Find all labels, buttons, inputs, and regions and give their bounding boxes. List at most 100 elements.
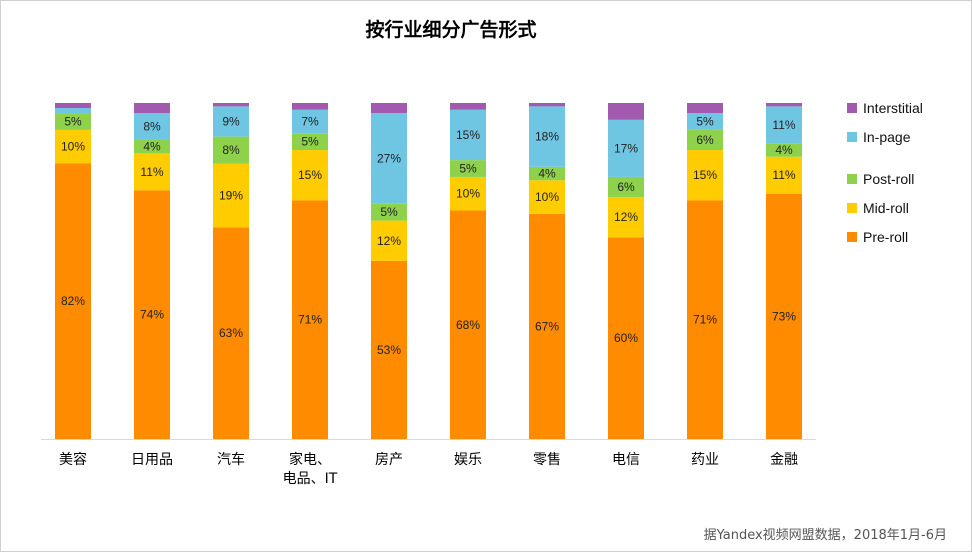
data-label-post-roll-5: 5%: [380, 205, 398, 219]
bar-segment-interstitial-6: [450, 103, 486, 110]
legend-label-in-page: In-page: [863, 129, 911, 145]
legend-item-interstitial: Interstitial: [847, 99, 923, 117]
bar-segment-post-roll-2: [134, 139, 170, 154]
x-tick-label-4-line-2: 电品、IT: [283, 471, 338, 487]
data-label-in-page-4: 7%: [301, 114, 319, 128]
x-tick-label-4-line-1: 家电、: [289, 451, 331, 468]
bar-segment-in-page-6: [450, 109, 486, 161]
bar-segment-mid-roll-8: [608, 197, 644, 238]
x-tick-label-5: 房产: [375, 452, 403, 468]
bar-segment-interstitial-7: [529, 103, 565, 107]
x-tick-label-1: 美容: [59, 451, 87, 468]
data-label-mid-roll-8: 12%: [614, 210, 638, 224]
legend-label-mid-roll: Mid-roll: [863, 200, 909, 216]
data-label-pre-roll-3: 63%: [219, 326, 243, 340]
bar-segment-mid-roll-10: [766, 156, 802, 194]
data-label-pre-roll-9: 71%: [693, 313, 717, 327]
legend-label-post-roll: Post-roll: [863, 171, 915, 187]
legend-item-pre-roll: Pre-roll: [847, 228, 908, 246]
bar-segment-mid-roll-6: [450, 176, 486, 211]
bar-segment-mid-roll-5: [371, 220, 407, 261]
bar-segment-interstitial-2: [134, 103, 170, 114]
bar-segment-post-roll-6: [450, 160, 486, 177]
data-label-mid-roll-9: 15%: [693, 168, 717, 182]
data-label-post-roll-9: 6%: [696, 133, 714, 147]
data-label-mid-roll-4: 15%: [298, 168, 322, 182]
data-label-post-roll-3: 8%: [222, 143, 240, 157]
data-label-mid-roll-10: 11%: [772, 168, 795, 182]
bar-segment-post-roll-4: [292, 133, 328, 151]
chart-title: 按行业细分广告形式: [365, 19, 537, 41]
data-label-pre-roll-8: 60%: [614, 331, 638, 345]
data-label-pre-roll-2: 74%: [140, 308, 164, 322]
data-label-pre-roll-6: 68%: [456, 318, 480, 332]
bar-segment-mid-roll-9: [687, 150, 723, 201]
bar-segment-post-roll-9: [687, 129, 723, 151]
data-label-in-page-9: 5%: [696, 114, 714, 128]
legend-swatch-in-page: [847, 132, 857, 143]
data-label-mid-roll-2: 11%: [140, 165, 163, 179]
bar-segment-interstitial-3: [213, 103, 249, 107]
bar-segment-pre-roll-10: [766, 193, 802, 439]
bar-segment-pre-roll-3: [213, 227, 249, 439]
bar-segment-interstitial-5: [371, 103, 407, 114]
bar-segment-post-roll-5: [371, 203, 407, 221]
bar-segment-post-roll-7: [529, 166, 565, 181]
x-tick-label-3: 汽车: [217, 451, 245, 468]
bar-segment-in-page-8: [608, 119, 644, 177]
legend-label-pre-roll: Pre-roll: [863, 229, 909, 245]
data-label-in-page-2: 8%: [143, 120, 161, 134]
legend-swatch-interstitial: [847, 103, 857, 114]
data-label-pre-roll-1: 82%: [61, 294, 85, 308]
bar-segment-interstitial-9: [687, 103, 723, 114]
bar-segment-in-page-3: [213, 106, 249, 137]
bar-segment-in-page-2: [134, 113, 170, 140]
data-label-post-roll-6: 5%: [459, 162, 477, 176]
bar-segment-interstitial-4: [292, 103, 328, 110]
x-tick-label-9: 药业: [691, 452, 719, 468]
data-label-mid-roll-7: 10%: [535, 190, 559, 204]
bar-segment-in-page-7: [529, 106, 565, 167]
data-label-post-roll-2: 4%: [143, 140, 161, 154]
data-label-post-roll-8: 6%: [617, 180, 635, 194]
bars-group: 82% 10% 5% 74% 11% 4% 8% 63% 19% 8% 9% 71% 15% 5% 7% 53…: [55, 103, 802, 440]
bar-segment-post-roll-10: [766, 143, 802, 157]
bar-segment-interstitial-1: [55, 103, 91, 109]
data-label-post-roll-10: 4%: [775, 143, 793, 157]
bar-segment-pre-roll-4: [292, 200, 328, 439]
bar-segment-mid-roll-3: [213, 163, 249, 228]
bar-segment-mid-roll-4: [292, 150, 328, 201]
legend-item-post-roll: Post-roll: [847, 170, 914, 188]
data-label-post-roll-1: 5%: [64, 114, 82, 128]
data-label-in-page-10: 11%: [772, 118, 795, 132]
bar-segment-interstitial-8: [608, 103, 644, 120]
x-tick-label-7: 零售: [533, 452, 561, 468]
data-label-in-page-6: 15%: [456, 128, 480, 142]
bar-segment-interstitial-10: [766, 103, 802, 107]
data-label-in-page-5: 27%: [377, 151, 401, 165]
bar-segment-post-roll-1: [55, 113, 91, 130]
data-label-in-page-7: 18%: [535, 130, 559, 144]
legend-swatch-pre-roll: [847, 232, 857, 243]
x-axis-labels: 美容 日用品 汽车 家电、电品、IT 房产 娱乐 零售 电信 药业 金融: [59, 451, 798, 487]
x-tick-label-2: 日用品: [131, 452, 173, 468]
bar-segment-mid-roll-2: [134, 153, 170, 191]
bar-segment-post-roll-8: [608, 176, 644, 198]
data-label-pre-roll-10: 73%: [772, 309, 796, 323]
bar-segment-pre-roll-7: [529, 213, 565, 439]
bar-segment-pre-roll-8: [608, 237, 644, 439]
data-label-mid-roll-3: 19%: [219, 188, 243, 202]
bar-segment-in-page-1: [55, 108, 91, 114]
x-tick-label-8: 电信: [612, 452, 640, 468]
legend-item-in-page: In-page: [847, 128, 910, 146]
bar-segment-in-page-5: [371, 113, 407, 204]
data-label-mid-roll-5: 12%: [377, 234, 401, 248]
data-label-pre-roll-5: 53%: [377, 343, 401, 357]
data-label-mid-roll-1: 10%: [61, 140, 85, 154]
bar-segment-mid-roll-1: [55, 129, 91, 164]
legend-swatch-post-roll: [847, 174, 857, 185]
data-label-pre-roll-4: 71%: [298, 313, 322, 327]
source-note: 据Yandex视频网盟数据，2018年1月-6月: [703, 528, 947, 543]
bar-segment-pre-roll-9: [687, 200, 723, 439]
legend-item-mid-roll: Mid-roll: [847, 199, 909, 217]
